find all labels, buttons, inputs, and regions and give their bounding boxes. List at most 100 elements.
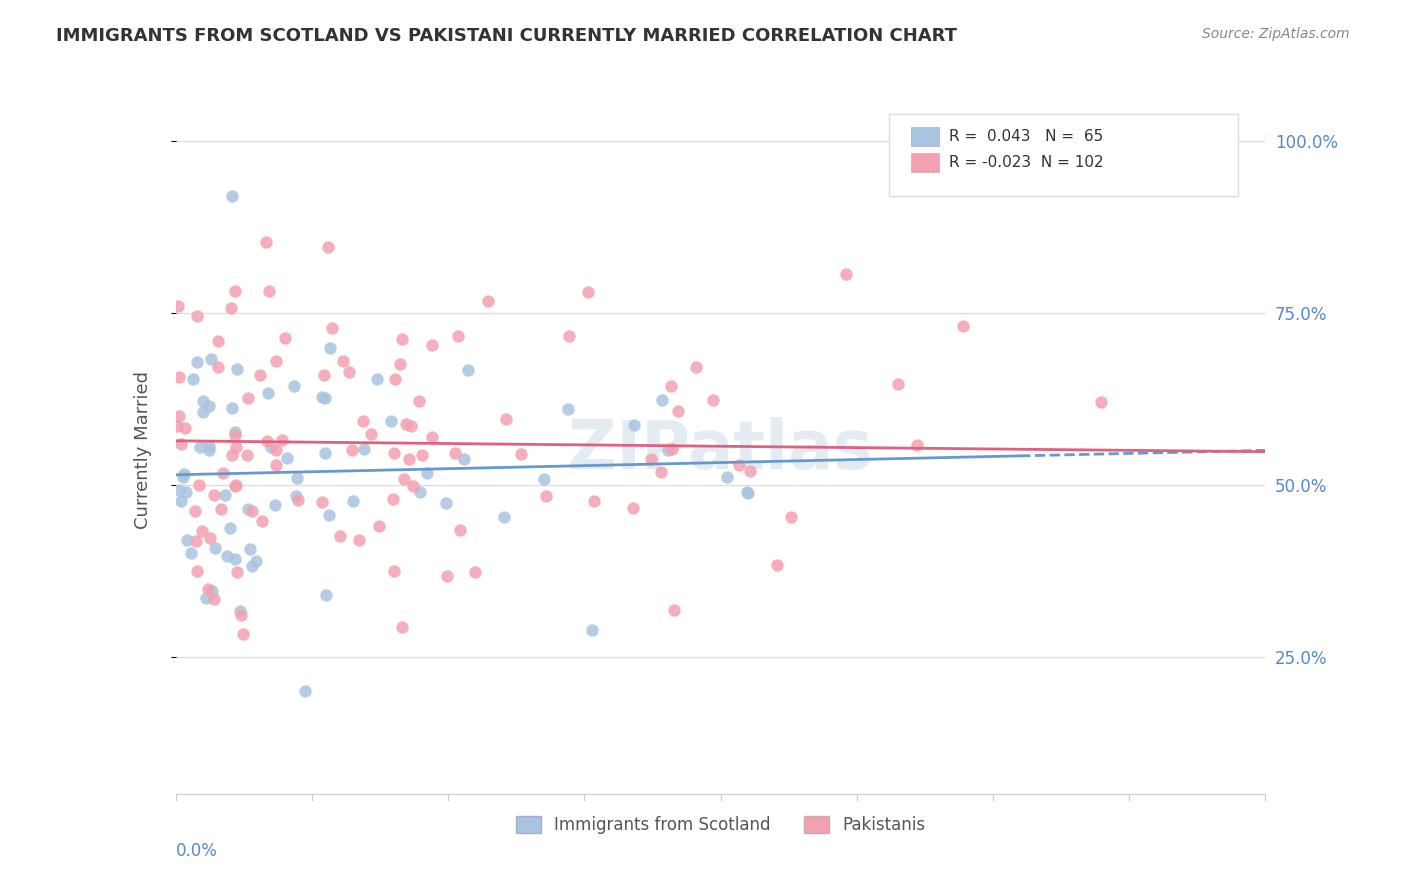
Point [184,504,207,518]
Point [477,293,499,308]
FancyBboxPatch shape [890,114,1239,196]
Point [173,467,195,481]
Point [321,321,343,335]
Point [420,430,443,444]
Point [779,509,801,524]
Point [264,458,287,473]
Point [181,372,204,386]
Point [453,451,475,466]
Point [368,519,391,533]
Point [180,546,202,560]
Point [173,420,195,434]
Point [167,409,190,423]
Point [366,372,388,386]
Point [204,541,226,556]
Point [284,489,307,503]
Point [621,500,644,515]
Point [447,329,470,343]
Point [197,399,219,413]
Point [224,479,246,493]
Point [193,393,215,408]
Point [250,514,273,528]
Point [411,449,433,463]
Point [209,502,232,516]
Text: Source: ZipAtlas.com: Source: ZipAtlas.com [1202,27,1350,41]
Point [444,445,467,459]
Point [382,445,405,459]
Point [259,284,281,298]
Point [254,235,277,250]
Point [342,442,364,457]
Point [337,365,360,379]
Point [347,533,370,548]
Point [257,385,280,400]
Point [221,189,243,203]
Point [259,440,281,454]
Point [200,351,222,366]
Point [457,363,479,377]
Point [399,418,422,433]
Text: R =  0.043   N =  65: R = 0.043 N = 65 [949,129,1104,145]
Point [214,488,236,502]
Legend: Immigrants from Scotland, Pakistanis: Immigrants from Scotland, Pakistanis [509,809,932,840]
Point [273,331,295,345]
Point [236,448,259,462]
Point [342,493,364,508]
Point [332,354,354,368]
Point [494,510,516,524]
Point [225,478,247,492]
Point [229,604,252,618]
Point [236,391,259,405]
Point [887,377,910,392]
Point [360,427,382,442]
Point [221,401,243,416]
Text: R = -0.023  N = 102: R = -0.023 N = 102 [949,155,1104,170]
Point [172,469,194,483]
Point [382,491,405,506]
Point [264,499,287,513]
Point [398,452,420,467]
Point [239,542,262,557]
Point [319,341,342,355]
Point [221,448,243,462]
Point [509,446,531,460]
Point [728,458,751,472]
Point [434,496,457,510]
Point [581,623,603,637]
Point [197,582,219,596]
Point [294,683,316,698]
Point [170,436,193,450]
Point [664,602,686,616]
Point [395,417,418,431]
Point [224,425,246,440]
Point [256,434,278,448]
Point [193,405,215,419]
Point [382,564,405,578]
Point [558,329,581,343]
Point [186,533,208,548]
Point [740,464,762,478]
Point [225,361,247,376]
Point [188,440,211,454]
Point [186,354,208,368]
Point [249,368,271,382]
Point [166,419,188,434]
Point [191,524,214,539]
Point [195,591,218,605]
Point [287,492,309,507]
Point [311,390,333,404]
Point [207,334,229,348]
Point [229,608,252,623]
Point [311,495,333,509]
Point [198,531,221,545]
Point [640,451,662,466]
Point [533,471,555,485]
Point [225,565,247,579]
Point [315,588,337,602]
Point [464,566,486,580]
Point [766,558,789,572]
Point [217,549,239,563]
Point [219,301,242,315]
Point [166,300,188,314]
Point [353,442,375,456]
